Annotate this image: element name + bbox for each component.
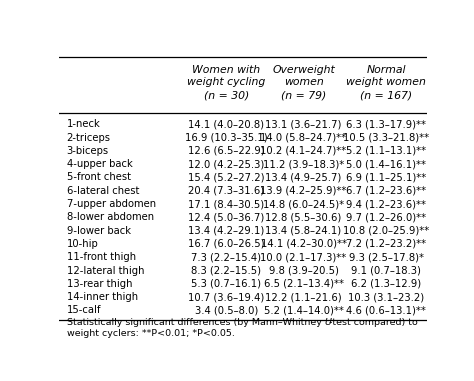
Text: 7-upper abdomen: 7-upper abdomen: [66, 199, 156, 209]
Text: 20.4 (7.3–31.6): 20.4 (7.3–31.6): [188, 186, 264, 196]
Text: 4-upper back: 4-upper back: [66, 159, 132, 169]
Text: 6-lateral chest: 6-lateral chest: [66, 186, 139, 196]
Text: 10-hip: 10-hip: [66, 239, 98, 249]
Text: 6.7 (1.2–23.6)**: 6.7 (1.2–23.6)**: [346, 186, 426, 196]
Text: 9.8 (3.9–20.5): 9.8 (3.9–20.5): [269, 266, 338, 275]
Text: 16.7 (6.0–26.5): 16.7 (6.0–26.5): [188, 239, 264, 249]
Text: 13.1 (3.6–21.7): 13.1 (3.6–21.7): [265, 119, 342, 129]
Text: 13.4 (4.2–29.1): 13.4 (4.2–29.1): [188, 226, 264, 235]
Text: 12.8 (5.5–30.6): 12.8 (5.5–30.6): [265, 212, 342, 223]
Text: 9.7 (1.2–26.0)**: 9.7 (1.2–26.0)**: [346, 212, 426, 223]
Text: 15.4 (5.2–27.2): 15.4 (5.2–27.2): [188, 173, 264, 182]
Text: 3-biceps: 3-biceps: [66, 146, 109, 156]
Text: 14.1 (4.2–30.0)**: 14.1 (4.2–30.0)**: [261, 239, 346, 249]
Text: 12.6 (6.5–22.9): 12.6 (6.5–22.9): [188, 146, 264, 156]
Text: 9-lower back: 9-lower back: [66, 226, 131, 235]
Text: weight cyclers: **P<0.01; *P<0.05.: weight cyclers: **P<0.01; *P<0.05.: [66, 329, 235, 338]
Text: Overweight
women
(n = 79): Overweight women (n = 79): [272, 65, 335, 100]
Text: 5.0 (1.4–16.1)**: 5.0 (1.4–16.1)**: [346, 159, 426, 169]
Text: 9.3 (2.5–17.8)*: 9.3 (2.5–17.8)*: [349, 252, 424, 262]
Text: 10.0 (2.1–17.3)**: 10.0 (2.1–17.3)**: [260, 252, 346, 262]
Text: 14.0 (5.8–24.7)**: 14.0 (5.8–24.7)**: [261, 133, 346, 142]
Text: 1-neck: 1-neck: [66, 119, 100, 129]
Text: 4.6 (0.6–13.1)**: 4.6 (0.6–13.1)**: [346, 306, 426, 315]
Text: 16.9 (10.3–35.1): 16.9 (10.3–35.1): [185, 133, 268, 142]
Text: 2-triceps: 2-triceps: [66, 133, 110, 142]
Text: -test compared) to: -test compared) to: [329, 319, 418, 327]
Text: 6.5 (2.1–13.4)**: 6.5 (2.1–13.4)**: [264, 279, 344, 289]
Text: 9.4 (1.2–23.6)**: 9.4 (1.2–23.6)**: [346, 199, 426, 209]
Text: 8-lower abdomen: 8-lower abdomen: [66, 212, 154, 223]
Text: 10.8 (2.0–25.9)**: 10.8 (2.0–25.9)**: [343, 226, 429, 235]
Text: 7.3 (2.2–15.4): 7.3 (2.2–15.4): [191, 252, 261, 262]
Text: 13-rear thigh: 13-rear thigh: [66, 279, 132, 289]
Text: 6.9 (1.1–25.1)**: 6.9 (1.1–25.1)**: [346, 173, 426, 182]
Text: 5.3 (0.7–16.1): 5.3 (0.7–16.1): [191, 279, 261, 289]
Text: 7.2 (1.2–23.2)**: 7.2 (1.2–23.2)**: [346, 239, 426, 249]
Text: 12.4 (5.0–36.7): 12.4 (5.0–36.7): [188, 212, 264, 223]
Text: 5-front chest: 5-front chest: [66, 173, 131, 182]
Text: Normal
weight women
(n = 167): Normal weight women (n = 167): [346, 65, 426, 100]
Text: 17.1 (8.4–30.5): 17.1 (8.4–30.5): [188, 199, 264, 209]
Text: 10.3 (3.1–23.2): 10.3 (3.1–23.2): [348, 292, 424, 302]
Text: 13.4 (4.9–25.7): 13.4 (4.9–25.7): [265, 173, 342, 182]
Text: 5.2 (1.1–13.1)**: 5.2 (1.1–13.1)**: [346, 146, 426, 156]
Text: 14.8 (6.0–24.5)*: 14.8 (6.0–24.5)*: [263, 199, 344, 209]
Text: 6.2 (1.3–12.9): 6.2 (1.3–12.9): [351, 279, 421, 289]
Text: 9.1 (0.7–18.3): 9.1 (0.7–18.3): [351, 266, 421, 275]
Text: 12.0 (4.2–25.3): 12.0 (4.2–25.3): [188, 159, 264, 169]
Text: 10.5 (3.3–21.8)**: 10.5 (3.3–21.8)**: [343, 133, 429, 142]
Text: 15-calf: 15-calf: [66, 306, 101, 315]
Text: 13.4 (5.8–24.1): 13.4 (5.8–24.1): [265, 226, 342, 235]
Text: 10.2 (4.1–24.7)**: 10.2 (4.1–24.7)**: [260, 146, 346, 156]
Text: 14-inner thigh: 14-inner thigh: [66, 292, 138, 302]
Text: Statistically significant differences (by Mann–Whitney: Statistically significant differences (b…: [66, 319, 325, 327]
Text: U: U: [325, 319, 331, 327]
Text: 13.9 (4.2–25.9)**: 13.9 (4.2–25.9)**: [260, 186, 346, 196]
Text: 6.3 (1.3–17.9)**: 6.3 (1.3–17.9)**: [346, 119, 426, 129]
Text: 11.2 (3.9–18.3)*: 11.2 (3.9–18.3)*: [263, 159, 344, 169]
Text: 8.3 (2.2–15.5): 8.3 (2.2–15.5): [191, 266, 261, 275]
Text: 14.1 (4.0–20.8): 14.1 (4.0–20.8): [188, 119, 264, 129]
Text: 3.4 (0.5–8.0): 3.4 (0.5–8.0): [195, 306, 258, 315]
Text: 12.2 (1.1–21.6): 12.2 (1.1–21.6): [265, 292, 342, 302]
Text: 12-lateral thigh: 12-lateral thigh: [66, 266, 144, 275]
Text: Women with
weight cycling
(n = 30): Women with weight cycling (n = 30): [187, 65, 265, 100]
Text: 10.7 (3.6–19.4): 10.7 (3.6–19.4): [188, 292, 264, 302]
Text: 11-front thigh: 11-front thigh: [66, 252, 136, 262]
Text: 5.2 (1.4–14.0)**: 5.2 (1.4–14.0)**: [264, 306, 344, 315]
